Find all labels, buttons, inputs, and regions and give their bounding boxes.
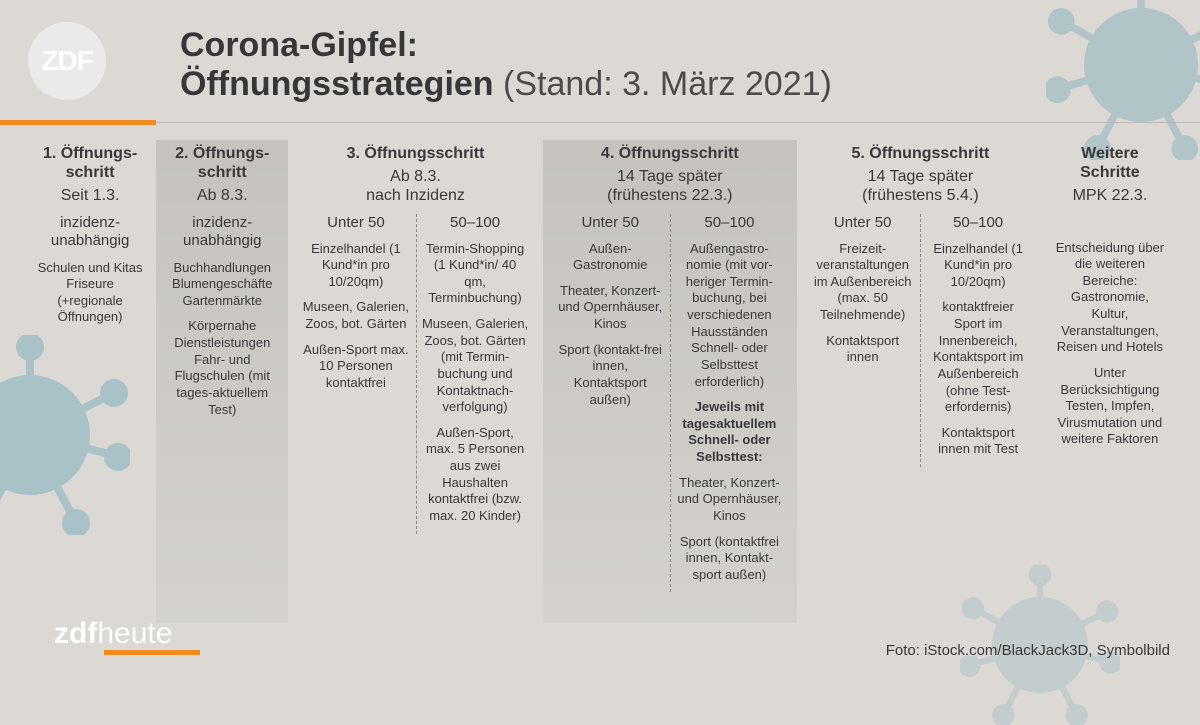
step-date: 14 Tage später(frühestens 5.4.) bbox=[805, 167, 1036, 205]
brand-logo: ZDF bbox=[28, 22, 106, 100]
step-body: Buchhandlungen Blumengeschäfte Gartenmär… bbox=[164, 260, 280, 419]
virus-decoration-top bbox=[1046, 0, 1200, 160]
step-date: Ab 8.3. bbox=[164, 186, 280, 205]
step-condition: inzidenz-unabhängig bbox=[164, 214, 280, 250]
step-5-50to100: 50–100 Einzelhandel (1 Kund*in pro 10/20… bbox=[920, 214, 1035, 468]
step-date: Seit 1.3. bbox=[32, 186, 148, 205]
step-head: 5. Öffnungsschritt bbox=[805, 144, 1036, 163]
footer-brand: zdfheute bbox=[54, 617, 172, 651]
step-further: WeitereSchritte MPK 22.3. Entscheidung ü… bbox=[1044, 140, 1176, 623]
step-4-under50: Unter 50 Außen-Gastronomie Theater, Konz… bbox=[551, 214, 670, 593]
step-head: 2. Öffnungs-schritt bbox=[164, 144, 280, 182]
step-head: 3. Öffnungsschritt bbox=[296, 144, 534, 163]
step-condition: inzidenz-unabhängig bbox=[32, 214, 148, 250]
title-line2: Öffnungsstrategien (Stand: 3. März 2021) bbox=[180, 65, 832, 104]
step-2: 2. Öffnungs-schritt Ab 8.3. inzidenz-una… bbox=[156, 140, 288, 623]
photo-credit: Foto: iStock.com/BlackJack3D, Symbolbild bbox=[886, 642, 1170, 659]
step-date: 14 Tage später(frühestens 22.3.) bbox=[551, 167, 789, 205]
steps-grid: 1. Öffnungs-schritt Seit 1.3. inzidenz-u… bbox=[24, 140, 1176, 623]
page-title: Corona-Gipfel: Öffnungsstrategien (Stand… bbox=[180, 26, 832, 104]
step-head: 1. Öffnungs-schritt bbox=[32, 144, 148, 182]
accent-divider bbox=[0, 120, 156, 125]
step-3: 3. Öffnungsschritt Ab 8.3.nach Inzidenz … bbox=[288, 140, 542, 623]
step-4-50to100: 50–100 Außengastro-nomie (mit vor-herige… bbox=[670, 214, 789, 593]
step-3-50to100: 50–100 Termin-Shopping (1 Kund*in/ 40 qm… bbox=[416, 214, 535, 534]
step-head: WeitereSchritte bbox=[1052, 144, 1168, 182]
step-3-under50: Unter 50 Einzelhandel (1 Kund*in pro 10/… bbox=[296, 214, 415, 534]
title-line1: Corona-Gipfel: bbox=[180, 26, 832, 65]
step-5-under50: Unter 50 Freizeit-veranstaltungen im Auß… bbox=[805, 214, 920, 468]
step-head: 4. Öffnungsschritt bbox=[551, 144, 789, 163]
step-4: 4. Öffnungsschritt 14 Tage später(frühes… bbox=[543, 140, 797, 623]
footer-accent bbox=[104, 650, 200, 655]
step-5: 5. Öffnungsschritt 14 Tage später(frühes… bbox=[797, 140, 1044, 623]
step-body: Schulen und Kitas Friseure (+regionale Ö… bbox=[32, 260, 148, 327]
step-date: Ab 8.3.nach Inzidenz bbox=[296, 167, 534, 205]
step-1: 1. Öffnungs-schritt Seit 1.3. inzidenz-u… bbox=[24, 140, 156, 623]
step-date: MPK 22.3. bbox=[1052, 186, 1168, 205]
